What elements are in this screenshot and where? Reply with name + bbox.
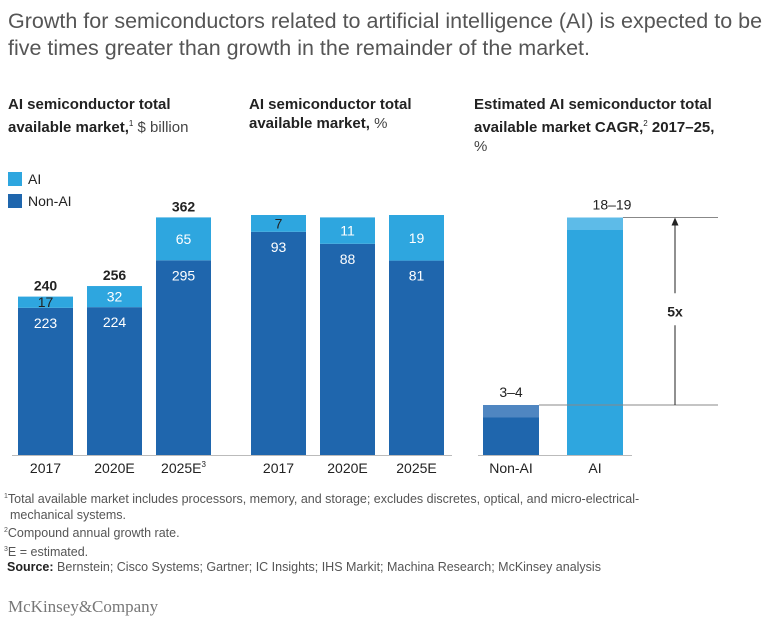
panel1-bar-ai-2025E (156, 217, 211, 261)
headline: Growth for semiconductors related to art… (8, 9, 763, 60)
panel1-label-non-ai-2025E: 295 (172, 267, 196, 283)
footnote-3-sup: 3 (4, 545, 8, 553)
panel2-bar-non-ai-2025E (389, 260, 444, 455)
panel1-title: AI semiconductor total available market,… (8, 95, 228, 137)
legend-item-non-ai: Non-AI (8, 190, 72, 212)
legend: AI Non-AI (8, 168, 72, 212)
panel2-label-ai-2017: 7 (275, 215, 283, 231)
panel2-tick-2020E: 2020E (327, 460, 367, 476)
panel3-unit: % (474, 138, 488, 155)
panel2-bar-ai-2020E (320, 217, 375, 244)
legend-swatch-ai (8, 172, 22, 186)
source-text: Bernstein; Cisco Systems; Gartner; IC In… (57, 560, 601, 575)
legend-swatch-non-ai (8, 194, 22, 208)
panel2-label-non-ai-2017: 93 (271, 239, 287, 255)
panel2-label-non-ai-2025E: 81 (409, 268, 425, 284)
footnote-1: 1Total available market includes process… (4, 489, 680, 523)
panel3-label-AI: 18–19 (593, 197, 632, 213)
panel3-bar-range-AI (567, 217, 623, 230)
panel2-bar-non-ai-2020E (320, 243, 375, 455)
panel3-bar-range-Non-AI (483, 405, 539, 418)
legend-label-ai: AI (28, 171, 42, 187)
mckinsey-logo: McKinsey&Company (8, 597, 159, 616)
panel1-label-total-2025E: 362 (172, 198, 196, 214)
panel1-tick-2020E: 2020E (94, 460, 134, 476)
panel3-bar-AI (567, 230, 623, 455)
footnote-3-text: E = estimated. (7, 544, 89, 559)
footnote-2-sup: 2 (4, 527, 8, 535)
legend-item-ai: AI (8, 168, 72, 190)
panel1-title-sup: 1 (128, 119, 134, 128)
panel3-title-sup: 2 (643, 119, 648, 128)
panel1-bar-ai-2017 (18, 296, 73, 308)
panel2-tick-2025E: 2025E (396, 460, 436, 476)
footnote-1-text: Total available market includes processo… (7, 492, 640, 522)
panel1-bar-non-ai-2025E (156, 260, 211, 455)
arrow-head-icon (671, 217, 679, 226)
panel3-bar-Non-AI (483, 417, 539, 455)
panel3-title: Estimated AI semiconductor total availab… (474, 95, 764, 156)
panel2-unit: % (374, 115, 388, 132)
panel1-title-text: AI semiconductor total available market, (8, 96, 171, 136)
panel1-tick-2017: 2017 (30, 460, 61, 476)
annotation-5x: 5x (667, 303, 683, 319)
legend-label-non-ai: Non-AI (28, 193, 72, 209)
panel1-label-ai-2020E: 32 (107, 289, 123, 305)
footnote-2-text: Compound annual growth rate. (7, 526, 180, 541)
panel2-title-text: AI semiconductor total available market, (249, 96, 412, 132)
footnote-2: 2Compound annual growth rate. (4, 523, 680, 542)
footnotes: 1Total available market includes process… (4, 489, 680, 576)
panel1-bar-non-ai-2017 (18, 307, 73, 455)
panel1-unit: $ billion (137, 119, 189, 136)
panel1-label-non-ai-2017: 223 (34, 315, 58, 331)
panel2-bar-non-ai-2017 (251, 231, 306, 455)
footnote-3: 3E = estimated. (4, 542, 680, 561)
source: Source: Bernstein; Cisco Systems; Gartne… (4, 560, 680, 576)
panel2-bar-ai-2025E (389, 215, 444, 261)
panel2-title: AI semiconductor total available market,… (249, 95, 449, 133)
panel1-label-non-ai-2020E: 224 (103, 314, 127, 330)
panel1-tick-2025E: 2025E3 (161, 460, 206, 476)
panel3-label-Non-AI: 3–4 (499, 384, 523, 400)
panel2-label-ai-2025E: 19 (409, 230, 425, 246)
panel3-tick-AI: AI (588, 460, 601, 476)
panel1-bar-ai-2020E (87, 286, 142, 308)
panel2-label-ai-2020E: 11 (340, 223, 355, 239)
panel1-bar-non-ai-2020E (87, 307, 142, 455)
panel1-label-ai-2017: 17 (38, 294, 54, 310)
panel1-label-ai-2025E: 65 (176, 231, 192, 247)
footnote-1-sup: 1 (4, 493, 8, 500)
panel3-tick-Non-AI: Non-AI (489, 460, 533, 476)
panel1-label-total-2020E: 256 (103, 267, 127, 283)
panel2-label-non-ai-2020E: 88 (340, 251, 356, 267)
panel1-label-total-2017: 240 (34, 278, 58, 294)
panel3-title-years: 2017–25, (651, 119, 715, 136)
panel3-title-text: Estimated AI semiconductor total availab… (474, 96, 712, 136)
panel2-tick-2017: 2017 (263, 460, 294, 476)
source-label: Source: (7, 560, 54, 575)
panel2-bar-ai-2017 (251, 215, 306, 232)
